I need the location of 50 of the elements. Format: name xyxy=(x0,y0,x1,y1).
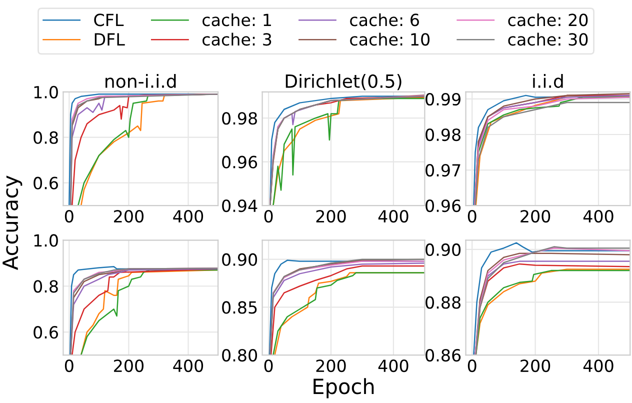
x-tick-label: 0 xyxy=(64,210,74,223)
y-tick-label: 0.8 xyxy=(34,131,58,144)
x-tick-label: 0 xyxy=(264,210,273,223)
chart-title: Dirichlet(0.5) xyxy=(286,74,402,90)
x-tick-label: 0 xyxy=(468,360,476,372)
legend-label: cache: 20 xyxy=(508,13,588,26)
y-tick-label: 0.8 xyxy=(34,280,58,293)
x-axis-title: Epoch xyxy=(314,378,374,398)
legend-label: cache: 10 xyxy=(350,32,430,46)
legend-label: cache: 6 xyxy=(350,13,419,26)
x-tick-label: 400 xyxy=(583,360,614,372)
y-tick-label: 0.80 xyxy=(222,349,258,362)
x-tick-label: 200 xyxy=(114,210,144,223)
x-tick-label: 200 xyxy=(114,360,144,372)
y-tick-label: 0.6 xyxy=(34,176,58,190)
chart-title: i.i.d xyxy=(533,74,563,88)
y-tick-label: 0.99 xyxy=(426,92,460,106)
y-tick-label: 0.88 xyxy=(426,296,460,309)
legend-label: CFL xyxy=(94,14,124,26)
legend-label: DFL xyxy=(94,33,125,46)
x-tick-label: 200 xyxy=(316,360,346,372)
y-tick-label: 1.0 xyxy=(34,86,58,98)
legend-label: cache: 30 xyxy=(508,32,588,46)
x-tick-label: 400 xyxy=(378,210,408,223)
x-tick-label: 400 xyxy=(173,360,204,372)
y-tick-label: 0.96 xyxy=(426,199,461,212)
y-tick-label: 0.85 xyxy=(222,301,257,314)
y-tick-label: 0.98 xyxy=(222,112,257,125)
x-tick-label: 400 xyxy=(378,360,408,372)
chart-title: non-i.i.d xyxy=(106,74,176,88)
x-tick-label: 0 xyxy=(64,360,74,372)
y-tick-label: 0.98 xyxy=(426,128,460,142)
y-tick-label: 0.6 xyxy=(34,326,58,339)
x-tick-label: 400 xyxy=(173,210,204,223)
x-tick-label: 400 xyxy=(583,210,614,223)
y-tick-label: 0.90 xyxy=(222,253,258,266)
x-tick-label: 200 xyxy=(520,360,550,372)
y-tick-label: 0.97 xyxy=(426,164,460,177)
y-tick-label: 0.94 xyxy=(222,199,258,212)
legend-label: cache: 1 xyxy=(202,13,271,26)
x-tick-label: 0 xyxy=(264,360,273,372)
y-tick-label: 0.90 xyxy=(426,243,461,256)
x-tick-label: 200 xyxy=(520,210,550,223)
y-tick-label: 0.96 xyxy=(222,156,258,168)
y-tick-label: 0.86 xyxy=(426,349,461,362)
x-tick-label: 200 xyxy=(316,210,346,223)
legend-label: cache: 3 xyxy=(202,32,272,46)
x-tick-label: 0 xyxy=(468,210,476,223)
y-axis-title: Accuracy xyxy=(2,176,22,270)
y-tick-label: 1.0 xyxy=(34,234,58,247)
